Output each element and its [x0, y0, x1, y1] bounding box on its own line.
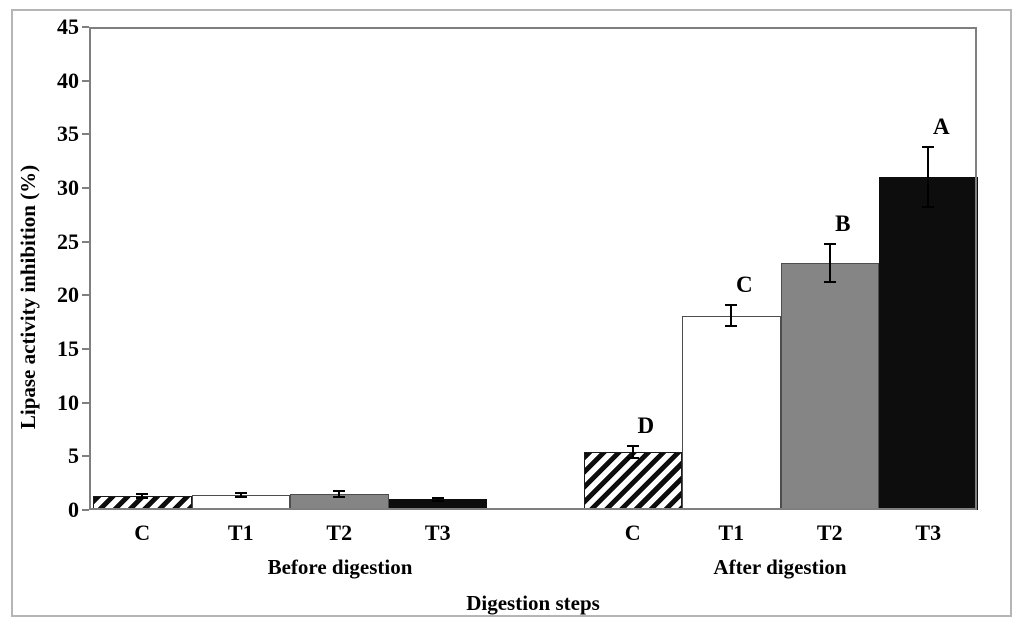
category-label-before-digestion-t2: T2: [326, 520, 353, 545]
error-bar: [338, 491, 341, 497]
y-tick-mark: [82, 26, 89, 29]
error-bar-cap-top: [136, 492, 149, 495]
category-label-before-digestion-c: C: [134, 520, 151, 545]
y-tick-mark: [82, 509, 89, 511]
y-tick-label: 25: [57, 228, 79, 254]
significance-letter-b: B: [835, 210, 851, 236]
plot-area: 0 5 10 15 20 25 30 35 40 45 D C B A: [57, 14, 978, 522]
y-tick-label: 35: [57, 121, 79, 147]
group-label-after-digestion: After digestion: [713, 555, 847, 579]
error-bar-cap-top: [626, 444, 639, 447]
error-bar-cap-top: [922, 146, 935, 149]
y-tick-label: 10: [57, 389, 79, 415]
category-label-after-digestion-t2: T2: [816, 520, 843, 545]
y-axis-line: [89, 27, 91, 510]
plot-border-right: [975, 27, 977, 510]
bar-after-digestion-c: [583, 452, 682, 510]
y-tick-label: 5: [68, 443, 79, 469]
error-bar: [927, 147, 930, 208]
error-bar: [730, 304, 733, 327]
y-tick-label: 20: [57, 282, 79, 308]
y-tick-label: 15: [57, 336, 79, 361]
y-tick-mark: [82, 79, 89, 82]
y-tick-label: 40: [57, 67, 79, 93]
error-bar: [141, 493, 144, 499]
category-label-before-digestion-t1: T1: [227, 520, 254, 545]
error-bar: [828, 243, 831, 283]
error-bar-cap-bottom: [333, 495, 346, 498]
error-bar-cap-bottom: [922, 206, 935, 209]
error-bar-cap-top: [431, 496, 444, 499]
error-bar-cap-bottom: [823, 281, 836, 284]
significance-letter-d: D: [637, 412, 655, 438]
category-label-after-digestion-t1: T1: [718, 520, 745, 545]
y-tick-label: 45: [57, 14, 79, 39]
error-bar-cap-bottom: [725, 325, 738, 328]
error-bar-cap-bottom: [626, 457, 639, 460]
error-bar-cap-top: [823, 242, 836, 245]
y-tick-mark: [82, 133, 89, 136]
y-tick-label: 30: [57, 175, 79, 200]
plot-border-top: [89, 27, 977, 29]
error-bar: [631, 445, 634, 459]
bar-after-digestion-t2: [780, 263, 879, 510]
category-label-after-digestion-t3: T3: [915, 520, 942, 545]
x-axis-title: Digestion steps: [466, 591, 600, 615]
figure-border: [11, 9, 1012, 617]
bar-after-digestion-t3: [879, 177, 978, 510]
error-bar-cap-top: [333, 490, 346, 493]
group-label-before-digestion: Before digestion: [267, 555, 413, 579]
error-bar-cap-bottom: [136, 497, 149, 500]
category-label-before-digestion-t3: T3: [424, 520, 451, 545]
error-bar-cap-top: [725, 303, 738, 306]
y-tick-mark: [82, 401, 89, 404]
y-tick-mark: [82, 455, 89, 458]
y-tick-label: 0: [68, 497, 79, 522]
significance-letter-a: A: [932, 114, 950, 140]
error-bar-cap-bottom: [234, 495, 247, 498]
significance-letter-c: C: [735, 272, 753, 297]
y-tick-mark: [82, 348, 89, 350]
category-label-after-digestion-c: C: [624, 520, 641, 545]
y-tick-mark: [82, 187, 89, 189]
bar-after-digestion-t1: [682, 315, 781, 510]
x-axis-line: [89, 508, 977, 510]
error-bar: [239, 493, 242, 497]
error-bar: [436, 497, 439, 501]
error-bar-cap-top: [234, 492, 247, 495]
error-bar-cap-bottom: [431, 499, 444, 502]
y-tick-mark: [82, 240, 89, 243]
y-tick-mark: [82, 294, 89, 297]
